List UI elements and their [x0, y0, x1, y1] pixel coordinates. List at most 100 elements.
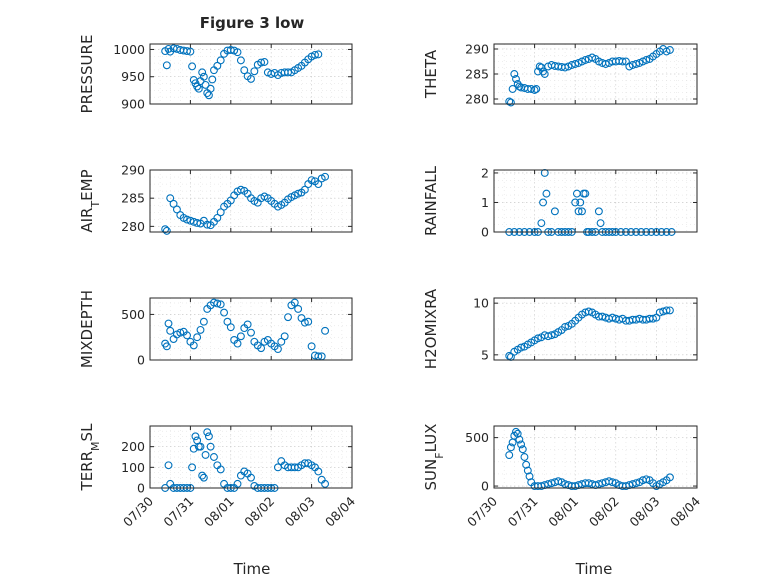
rainfall-y-tick-label: 1 [481, 195, 489, 210]
pressure-data-point [257, 58, 266, 67]
pressure-data-point [236, 56, 245, 65]
terr-msl-y-axis-title: TERRMSL [78, 423, 102, 492]
h2omixra-y-tick-label: 10 [473, 296, 489, 311]
sun-flux-data-point [522, 460, 531, 469]
mixdepth-data-point [189, 341, 198, 350]
pressure-data-point [216, 56, 225, 65]
theta-data-point [618, 57, 627, 66]
mixdepth-axes-outline [149, 297, 353, 361]
h2omixra-y-tick-label: 5 [481, 347, 489, 362]
sun-flux-data-point [665, 473, 674, 482]
mixdepth-data-point [304, 317, 313, 326]
terr-msl-y-tick-label: 100 [121, 460, 145, 475]
sun-flux-data-point [525, 472, 534, 481]
rainfall-y-tick-label: 0 [481, 225, 489, 240]
rainfall-data-point [581, 189, 590, 198]
h2omixra-data-point [598, 312, 607, 321]
mixdepth-data-point [233, 339, 242, 348]
mixdepth-data-point [277, 337, 286, 346]
rainfall-data-point [550, 207, 559, 216]
air-temp-data-point [161, 225, 170, 234]
h2omixra-data-point [505, 351, 514, 360]
pressure-data-point [188, 62, 197, 71]
h2omixra-data-point [547, 331, 556, 340]
mixdepth-data-point [199, 317, 208, 326]
rainfall-y-tick-label: 2 [481, 165, 489, 180]
theta-data-point [512, 75, 520, 83]
terr-msl-axes-outline [149, 425, 353, 489]
theta-y-tick-label: 280 [465, 92, 489, 107]
sun-flux-data-point [517, 440, 526, 449]
air-temp-data-point [294, 189, 303, 198]
sun-flux-y-tick-label: 500 [465, 430, 489, 445]
sun-flux-data-point [554, 477, 563, 486]
sun-flux-data-point [523, 466, 532, 475]
h2omixra-data-point [561, 322, 569, 331]
mixdepth-data-point [236, 332, 245, 341]
air-temp-data-point [166, 194, 175, 203]
air-temp-data-point [213, 213, 222, 222]
terr-msl-data-point [210, 453, 218, 461]
pressure-axes-outline [149, 43, 353, 105]
pressure-data-point [226, 46, 235, 54]
mixdepth-y-axis-title: MIXDEPTH [78, 290, 96, 368]
pressure-data-point [284, 68, 292, 77]
pressure-y-tick-label: 900 [121, 97, 145, 112]
h2omixra-data-point [544, 332, 553, 341]
pressure-data-point [201, 80, 210, 89]
theta-y-axis-title: THETA [422, 49, 440, 99]
pressure-data-point [199, 72, 208, 81]
sun-flux-y-axis-title: SUNFLUX [422, 424, 446, 491]
pressure-data-point [311, 50, 319, 59]
mixdepth-data-point [216, 300, 225, 309]
rainfall-data-point [539, 198, 548, 207]
sun-flux-data-point [608, 478, 617, 487]
mixdepth-data-point [290, 298, 299, 307]
sun-flux-y-tick-label: 0 [481, 479, 489, 494]
mixdepth-data-point [273, 345, 282, 354]
theta-y-tick-label: 290 [465, 42, 489, 57]
air-temp-data-point [169, 199, 178, 208]
air-temp-data-point [307, 176, 316, 185]
mixdepth-data-point [213, 299, 222, 308]
mixdepth-data-point [247, 328, 255, 337]
theta-data-point [665, 46, 674, 54]
sun-flux-data-point [515, 435, 524, 444]
air-temp-data-point [186, 216, 195, 225]
h2omixra-y-axis-title: H2OMIXRA [422, 288, 440, 369]
sun-flux-data-point [512, 427, 520, 436]
air-temp-data-point [321, 172, 330, 181]
theta-data-point [527, 85, 536, 93]
sun-flux-data-point [632, 479, 641, 488]
h2omixra-data-point [608, 313, 617, 322]
terr-msl-data-point [203, 428, 212, 437]
terr-msl-data-point [201, 450, 210, 459]
air-temp-data-point [236, 185, 245, 194]
x-axis-title-left: Time [233, 560, 271, 578]
terr-msl-data-point [247, 473, 255, 482]
pressure-data-point [198, 68, 207, 77]
sun-flux-data-point [513, 429, 522, 438]
h2omixra-data-point [655, 308, 664, 317]
mixdepth-data-point [294, 304, 303, 313]
rainfall-data-point [574, 207, 583, 216]
theta-data-point [506, 98, 515, 107]
rainfall-data-point [576, 198, 585, 207]
air-temp-data-point [203, 220, 212, 229]
pressure-data-point [233, 48, 242, 57]
mixdepth-data-point [220, 308, 229, 317]
air-temp-axes-outline [149, 169, 353, 233]
terr-msl-data-point [216, 465, 225, 474]
mixdepth-data-point [307, 342, 316, 351]
theta-axes-outline [493, 43, 698, 105]
theta-data-point [561, 63, 569, 72]
air-temp-data-point [300, 185, 309, 194]
h2omixra-data-point [649, 314, 657, 323]
h2omixra-axes-outline [493, 297, 698, 361]
rainfall-data-point [537, 219, 546, 228]
terr-msl-data-point [191, 432, 200, 441]
theta-data-point [581, 56, 590, 64]
theta-data-point [632, 60, 641, 68]
mixdepth-data-point [284, 313, 292, 322]
sun-flux-axes-outline [493, 425, 698, 489]
